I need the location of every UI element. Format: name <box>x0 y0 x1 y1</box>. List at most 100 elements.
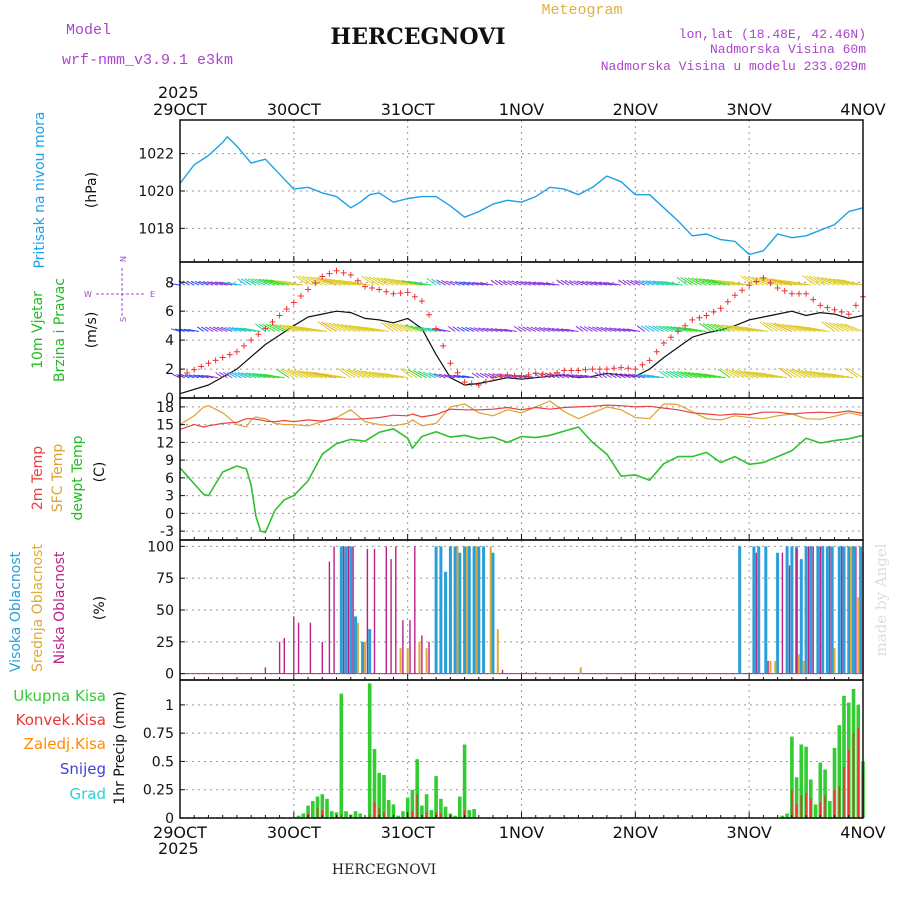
wind-vector <box>740 275 755 286</box>
wind-vector <box>321 321 337 332</box>
wind-vector <box>793 325 816 332</box>
cloud-low-bar <box>788 565 791 674</box>
wind-vector <box>459 281 470 286</box>
x-tick-label-top: 31OCT <box>381 100 435 119</box>
wind-vector <box>785 368 802 379</box>
wind-vector <box>172 373 181 379</box>
wind-vector <box>828 322 845 332</box>
wind-vector <box>226 282 242 286</box>
wind-vector <box>590 281 603 286</box>
wind-vector <box>480 282 494 286</box>
precip-total-bar <box>382 775 386 818</box>
cloud-low-bar <box>309 622 312 674</box>
wind-vector <box>258 278 276 286</box>
model-name: wrf-nmm_v3.9.1 e3km <box>62 52 233 69</box>
wind-gust-marker <box>561 367 568 374</box>
cloud-low-bar <box>293 616 295 674</box>
x-tick-label-bottom: 30OCT <box>267 823 321 842</box>
precip-total-bar <box>367 683 372 818</box>
wind-gust-marker <box>404 289 411 296</box>
wind-vector <box>283 324 304 332</box>
wind-vector <box>736 369 755 379</box>
cloud-axis-unit: (%) <box>92 596 108 620</box>
wind-gust-marker <box>731 292 738 299</box>
wind-vector <box>431 278 442 286</box>
precip-total-bar <box>391 804 396 818</box>
wind-vector <box>778 279 802 286</box>
wind-vector <box>639 374 655 379</box>
cloud-high-bar <box>448 546 452 674</box>
y-tick-label: 2 <box>165 362 174 378</box>
wind-vector <box>801 369 821 379</box>
wind-vector <box>641 280 655 286</box>
wind-gust-marker <box>554 369 561 376</box>
wind-vector <box>622 279 631 286</box>
wind-gust-marker <box>781 287 788 294</box>
wind-vector <box>201 374 214 379</box>
wind-vector <box>439 373 451 379</box>
cloud-high-bar <box>458 552 462 674</box>
wind-gust-marker <box>618 364 625 371</box>
cloud-high-bar <box>463 546 467 674</box>
wind-vector <box>840 279 864 286</box>
wind-vector <box>848 368 864 379</box>
cloud-mid-bar <box>857 597 860 674</box>
cloud-high-bar <box>354 616 357 674</box>
wind-vector <box>659 325 674 332</box>
wind-gust-marker <box>667 334 674 341</box>
wind-gust-marker <box>369 285 376 291</box>
wind-vector <box>475 372 484 379</box>
wind-vector <box>428 372 442 379</box>
temp-axis-t2m: 2m Temp <box>30 446 46 510</box>
wind-vector <box>645 280 660 286</box>
precip-legend-frz: Zaledj.Kisa <box>24 735 106 753</box>
cloud-low-bar <box>283 638 285 674</box>
wind-gust-marker <box>340 269 347 276</box>
precip-total-bar <box>405 797 410 818</box>
wind-vector <box>237 372 252 379</box>
x-tick-label-bottom: 4NOV <box>840 823 885 842</box>
wind-vector <box>248 372 266 379</box>
wind-axis-line2: Brzina i Pravac <box>52 278 68 382</box>
wind-vector <box>413 281 432 286</box>
cloud-mid-bar <box>579 667 582 674</box>
wind-vector <box>263 373 285 379</box>
wind-vector <box>825 277 845 286</box>
precip-total-bar <box>372 749 377 818</box>
wind-gust-marker <box>482 378 489 385</box>
wind-vector <box>457 375 470 379</box>
cloud-high-bar <box>368 629 372 674</box>
wind-vector <box>666 325 683 332</box>
wind-vector <box>664 281 683 286</box>
precip-total-bar <box>396 815 400 818</box>
wind-vector <box>408 369 423 379</box>
wind-vector <box>695 277 712 286</box>
precip-total-bar <box>462 744 467 818</box>
wind-gust-marker <box>497 373 504 380</box>
wind-vector <box>560 279 570 286</box>
cloud-low-bar <box>328 561 331 674</box>
wind-vector <box>376 277 394 286</box>
panel-frame-precipitation <box>179 679 864 819</box>
x-tick-label-top: 3NOV <box>726 100 771 119</box>
wind-vector <box>611 372 622 379</box>
cloud-low-bar <box>373 548 376 674</box>
precip-total-bar <box>434 776 438 818</box>
wind-gust-marker <box>411 293 418 300</box>
wind-vector <box>541 282 555 286</box>
wind-vector <box>571 374 584 379</box>
cloud-high-bar <box>434 546 438 674</box>
wind-vector <box>762 277 783 286</box>
cloud-mid-bar <box>496 629 499 674</box>
wind-vector <box>462 375 475 379</box>
wind-vector <box>836 278 859 286</box>
elevation-label: Nadmorska Visina 60m <box>710 42 866 57</box>
wind-vector <box>817 371 840 379</box>
wind-gust-marker <box>717 305 724 312</box>
wind-vector <box>287 325 309 332</box>
wind-gust-marker <box>852 302 859 309</box>
wind-vector <box>518 326 527 332</box>
wind-gust-marker <box>241 342 247 349</box>
wind-gust-marker <box>297 293 304 299</box>
wind-vector <box>636 373 650 379</box>
